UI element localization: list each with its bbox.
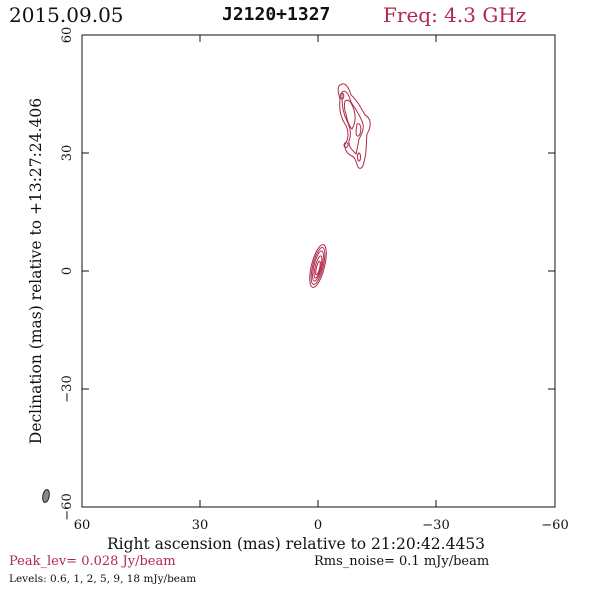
y-tick-label: 0	[60, 267, 75, 275]
peak-level: Peak_lev= 0.028 Jy/beam	[9, 554, 176, 569]
y-tick-label: 30	[60, 145, 75, 162]
frequency-label: Freq: 4.3 GHz	[383, 3, 527, 27]
core-contours	[309, 244, 327, 288]
x-tick-label: 30	[192, 518, 209, 533]
observation-date: 2015.09.05	[9, 3, 124, 27]
x-axis-label: Right ascension (mas) relative to 21:20:…	[107, 535, 485, 553]
y-axis-label: Declination (mas) relative to +13:27:24.…	[27, 98, 45, 444]
y-tick-label: −30	[60, 375, 75, 402]
x-tick-label: −60	[541, 518, 568, 533]
x-tick-label: 60	[74, 518, 91, 533]
beam-ellipse	[42, 489, 50, 503]
jet-contours	[337, 83, 371, 169]
x-tick-label: −30	[422, 518, 449, 533]
x-tick-label: 0	[314, 518, 322, 533]
source-name: J2120+1327	[222, 4, 331, 25]
y-tick-label: −60	[60, 493, 75, 520]
axis-ticks	[81, 34, 556, 508]
y-tick-label: 60	[60, 27, 75, 44]
contour-levels: Levels: 0.6, 1, 2, 5, 9, 18 mJy/beam	[9, 573, 197, 585]
rms-noise: Rms_noise= 0.1 mJy/beam	[314, 554, 490, 569]
